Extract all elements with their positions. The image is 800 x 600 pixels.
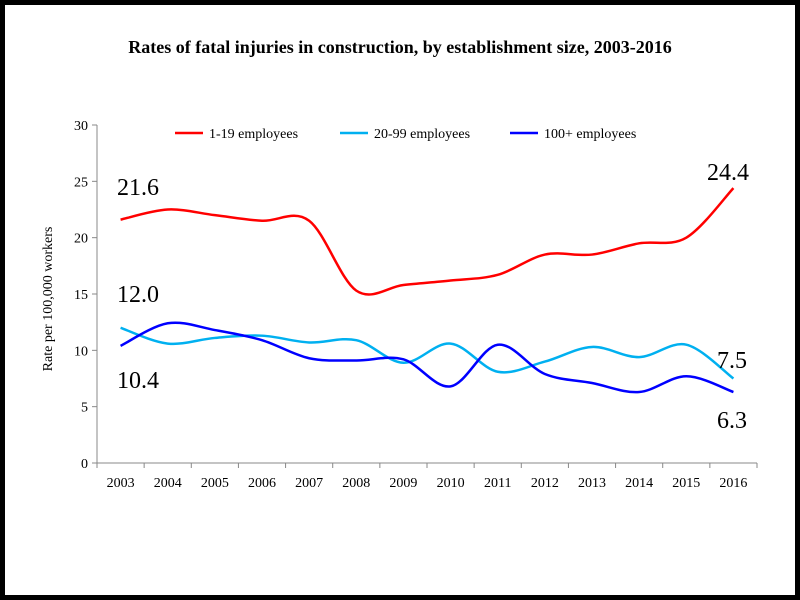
y-axis-label: Rate per 100,000 workers [41, 227, 56, 372]
y-tick-label: 20 [74, 232, 88, 247]
series-line [120, 326, 735, 380]
series-line [120, 321, 734, 394]
data-label: 24.4 [707, 160, 749, 186]
chart-title: Rates of fatal injuries in construction,… [128, 37, 671, 57]
x-tick-label: 2009 [389, 476, 417, 491]
data-label: 6.3 [717, 408, 747, 434]
x-tick-label: 2008 [342, 476, 370, 491]
chart-frame: Rates of fatal injuries in construction,… [5, 5, 795, 595]
x-tick-label: 2011 [484, 476, 511, 491]
series-line [120, 187, 735, 296]
y-tick-label: 5 [81, 401, 88, 416]
x-tick-label: 2015 [672, 476, 700, 491]
x-tick-label: 2014 [625, 476, 653, 491]
data-label: 21.6 [117, 175, 159, 201]
x-tick-label: 2010 [437, 476, 465, 491]
y-tick-label: 25 [74, 175, 88, 190]
x-tick-label: 2004 [154, 476, 182, 491]
data-label: 12.0 [117, 282, 159, 308]
x-tick-label: 2007 [295, 476, 323, 491]
line-chart: Rates of fatal injuries in construction,… [41, 37, 758, 491]
y-tick-label: 10 [74, 344, 88, 359]
legend-label: 100+ employees [544, 127, 636, 142]
x-tick-label: 2012 [531, 476, 559, 491]
x-tick-label: 2013 [578, 476, 606, 491]
y-tick-label: 30 [74, 119, 88, 134]
x-tick-label: 2005 [201, 476, 229, 491]
data-label: 7.5 [717, 348, 747, 374]
x-tick-label: 2006 [248, 476, 276, 491]
x-tick-label: 2003 [107, 476, 135, 491]
x-tick-label: 2016 [719, 476, 747, 491]
data-label: 10.4 [117, 368, 159, 394]
y-tick-label: 15 [74, 288, 88, 303]
y-tick-label: 0 [81, 457, 88, 472]
legend-label: 20-99 employees [374, 127, 470, 142]
legend-label: 1-19 employees [209, 127, 298, 142]
